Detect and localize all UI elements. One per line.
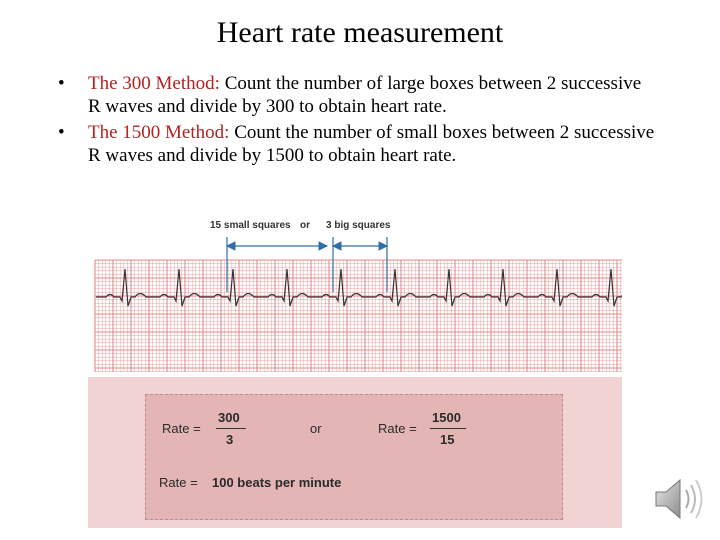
ecg-trace: [96, 268, 622, 307]
numerator-1: 300: [218, 410, 240, 425]
bullet-heading: The 1500 Method:: [88, 122, 230, 143]
rate-label-2: Rate =: [378, 421, 417, 436]
result-value: 100 beats per minute: [212, 475, 342, 490]
label-small-squares: 15 small squares: [210, 220, 291, 231]
ecg-strip: 15 small squares or 3 big squares: [88, 212, 622, 377]
bullet-300-method: • The 300 Method: Count the number of la…: [58, 72, 658, 118]
bullet-heading: The 300 Method:: [88, 73, 220, 94]
bullet-text: Count the number of large boxes between …: [88, 73, 642, 117]
bullet-text: Count the number of small boxes between …: [88, 122, 655, 166]
slide-title: Heart rate measurement: [216, 16, 504, 49]
ecg-figure: 15 small squares or 3 big squares Rate =…: [88, 212, 622, 528]
fraction-bar: [216, 428, 246, 429]
bullet-1500-method: • The 1500 Method: Count the number of s…: [58, 121, 658, 167]
label-big-squares: 3 big squares: [326, 220, 391, 231]
denominator-2: 15: [440, 432, 455, 447]
or-text: or: [310, 421, 322, 436]
label-or: or: [300, 220, 310, 231]
rate-label-1: Rate =: [162, 421, 201, 436]
bullet-marker: •: [58, 122, 65, 143]
bullet-marker: •: [58, 73, 65, 94]
result-label: Rate =: [159, 475, 198, 490]
denominator-1: 3: [226, 432, 234, 447]
speaker-icon[interactable]: [652, 474, 708, 524]
fraction-bar: [430, 428, 466, 429]
rate-calculation-box: Rate = 300 3 or Rate = 1500 15 Rate = 10…: [145, 394, 563, 520]
numerator-2: 1500: [432, 410, 461, 425]
measurement-arrows: [225, 237, 389, 292]
bullet-list: • The 300 Method: Count the number of la…: [58, 72, 658, 170]
